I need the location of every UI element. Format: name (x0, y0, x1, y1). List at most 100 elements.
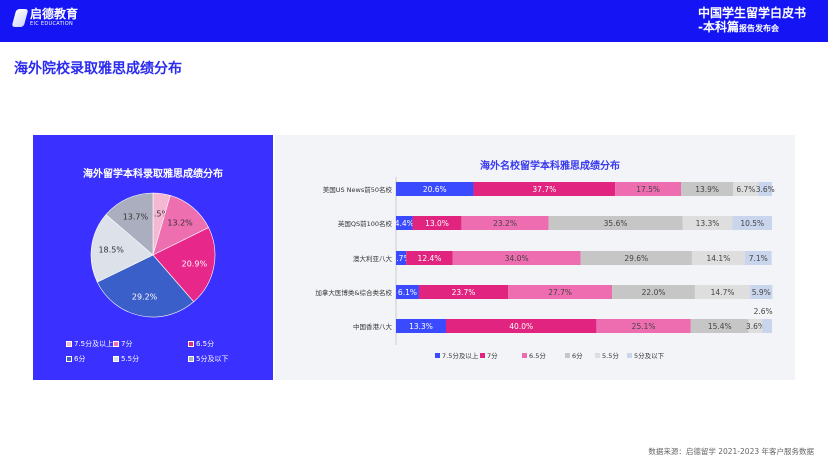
pie-legend-item: 5分及以下 (188, 354, 228, 364)
bar-data-label: 25.1% (632, 322, 656, 331)
bar-data-label: 10.5% (740, 219, 764, 228)
bar-segment (694, 285, 751, 299)
bar-segment (681, 182, 734, 196)
pie-slice (90, 214, 154, 283)
bar-data-label: 34.0% (505, 254, 529, 263)
bar-segment (691, 251, 745, 265)
bar-legend-item: 7.5分及以上 (435, 350, 478, 360)
bar-segment (612, 285, 695, 299)
bar-data-label: 5.9% (752, 288, 771, 297)
brand-line1: 中国学生留学白皮书 (697, 6, 806, 20)
bar-legend-item: 6分 (565, 350, 583, 360)
logo-name: 启德教育 (30, 7, 79, 21)
bar-segment (748, 319, 763, 333)
bar-data-label: 3.6% (756, 185, 775, 194)
bar-data-label: 13.3% (696, 219, 720, 228)
pie-chart: 4.5%13.2% 20.9% 29.2% 18.5% 13.7% (90, 192, 216, 318)
legend-swatch (435, 352, 440, 358)
bar-data-label: 20.6% (423, 185, 447, 194)
bar-segment (758, 182, 772, 196)
bar-data-label: 13.3% (409, 322, 433, 331)
legend-swatch (565, 352, 570, 358)
bar-segment (732, 216, 772, 230)
category-label: 中国香港八大 (353, 322, 393, 331)
bar-data-label: 6.1% (398, 288, 417, 297)
bar-legend-item: 6.5分 (522, 350, 546, 360)
legend-label: 7.5分及以上 (74, 340, 114, 348)
pie-slice (152, 227, 216, 303)
data-source-note: 数据来源：启德留学 2021-2023 年客户服务数据 (648, 447, 814, 456)
bar-segment (396, 182, 474, 196)
logo-mark-icon (11, 9, 29, 27)
page-title: 海外院校录取雅思成绩分布 (14, 61, 182, 77)
bar-segment (452, 251, 581, 265)
legend-label: 6分 (572, 352, 583, 360)
logo: 启德教育 EIC EDUCATION (11, 7, 79, 28)
legend-swatch (595, 352, 600, 358)
pie-slice (105, 192, 154, 256)
pie-slice-label: 20.9% (182, 259, 208, 268)
pie-slice-label: 4.5% (149, 209, 170, 218)
bar-data-label: 37.7% (532, 185, 556, 194)
bar-data-label: 17.5% (636, 185, 660, 194)
pie-slice-label: 13.2% (167, 219, 193, 228)
pie-legend-item: 5.5分 (113, 354, 139, 364)
pie-legend-item: 6分 (66, 354, 85, 364)
bar-chart: 美国US News前50名校 20.6% 37.7% 17.5% 13.9% 6.7% 3.… (315, 177, 775, 345)
bar-segment (396, 319, 447, 333)
pie-slice-label: 18.5% (98, 246, 124, 255)
bar-data-label: 12.4% (418, 254, 442, 263)
legend-swatch (113, 356, 119, 362)
bar-data-label: 7.1% (749, 254, 768, 263)
bar-segment (396, 216, 413, 230)
legend-label: 5.5分 (121, 355, 140, 363)
pie-slice-label: 29.2% (132, 292, 158, 301)
header-bar: 启德教育 EIC EDUCATION 中国学生留学白皮书 -本科篇报告发布会 (0, 0, 828, 42)
legend-label: 7分 (487, 352, 498, 360)
bar-segment (762, 319, 772, 333)
bar-data-label: 27.7% (548, 288, 572, 297)
bar-segment (412, 216, 462, 230)
bar-segment (580, 251, 692, 265)
legend-swatch (627, 352, 632, 358)
bar-segment (446, 319, 597, 333)
bar-data-label: 13.0% (425, 219, 449, 228)
bar-data-label: 29.6% (624, 254, 648, 263)
bar-data-label: 23.2% (493, 219, 517, 228)
bar-segment (396, 285, 419, 299)
bar-segment (396, 251, 407, 265)
bar-segment (473, 182, 616, 196)
category-label: 加拿大医博类&综合类名校 (315, 288, 392, 297)
bar-data-label: 35.6% (604, 219, 628, 228)
bar-segment (682, 216, 733, 230)
bar-data-label: 6.7% (736, 185, 755, 194)
legend-label: 6.5分 (196, 340, 215, 348)
legend-swatch (66, 356, 72, 362)
category-label: 英国QS前100名校 (338, 219, 393, 228)
bar-data-label: 15.4% (708, 322, 732, 331)
bar-chart-title: 海外名校留学本科雅思成绩分布 (480, 161, 620, 172)
bar-segment (508, 285, 613, 299)
bar-segment (615, 182, 682, 196)
bar-legend-item: 5.5分 (595, 350, 619, 360)
bar-data-label: 14.1% (707, 254, 731, 263)
pie-legend-item: 7分 (113, 339, 132, 349)
bar-data-label: 2.6% (754, 307, 773, 316)
bar-segment (406, 251, 453, 265)
bar-legend-item: 7分 (480, 350, 498, 360)
legend-label: 6分 (74, 355, 86, 363)
pie-legend-item: 6.5分 (188, 339, 214, 349)
legend-swatch (480, 352, 485, 358)
bar-segment (418, 285, 509, 299)
brand-line2-small: 报告发布会 (738, 24, 779, 33)
category-label: 美国US News前50名校 (323, 185, 393, 194)
bar-segment (733, 182, 759, 196)
legend-swatch (522, 352, 527, 358)
bar-data-label: 40.0% (509, 322, 533, 331)
bar-legend-item: 5分及以下 (627, 350, 664, 360)
bar-data-label: 2.7% (392, 254, 411, 263)
legend-swatch (188, 356, 194, 362)
pie-chart-title: 海外留学本科录取雅思成绩分布 (83, 169, 223, 180)
pie-legend-item: 7.5分及以上 (66, 339, 113, 349)
bar-data-label: 23.7% (452, 288, 476, 297)
